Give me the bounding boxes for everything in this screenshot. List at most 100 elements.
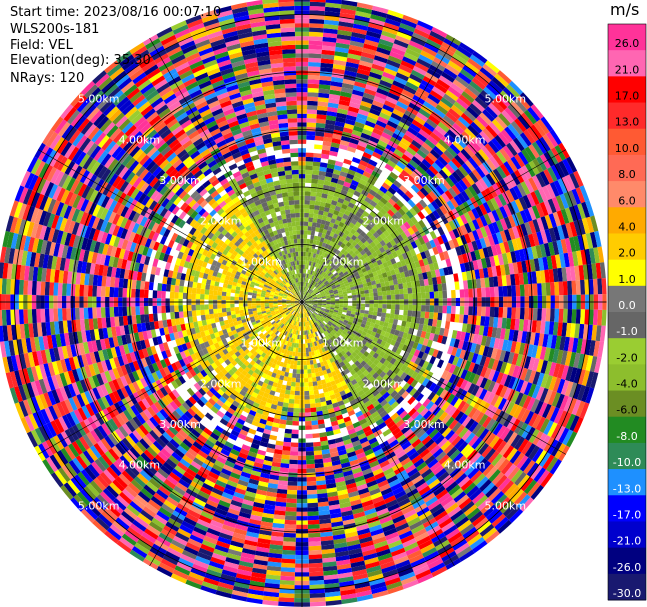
ppi-gate xyxy=(384,18,401,27)
ppi-gate xyxy=(304,204,310,209)
ppi-gate xyxy=(541,282,547,296)
ppi-gate xyxy=(322,41,337,47)
ppi-gate xyxy=(326,111,338,117)
ppi-gate xyxy=(361,221,369,228)
ppi-gate xyxy=(369,71,383,80)
ppi-gate xyxy=(404,270,410,278)
ppi-gate xyxy=(373,275,380,281)
ppi-gate xyxy=(414,238,422,247)
ppi-gate xyxy=(441,71,456,83)
ppi-gate xyxy=(459,306,465,315)
ppi-gate xyxy=(342,288,347,293)
ppi-gate xyxy=(307,96,319,102)
ppi-gate xyxy=(330,177,339,184)
ppi-gate xyxy=(544,214,553,229)
ppi-gate xyxy=(356,303,361,307)
ppi-gate xyxy=(309,200,316,206)
ppi-gate xyxy=(504,107,518,121)
ppi-gate xyxy=(340,253,346,260)
ppi-gate xyxy=(294,390,300,396)
ppi-gate xyxy=(303,234,308,239)
ppi-gate xyxy=(353,215,360,222)
ppi-gate xyxy=(496,93,511,108)
ppi-gate xyxy=(428,263,435,272)
ppi-gate xyxy=(408,293,413,300)
ppi-gate xyxy=(321,242,327,248)
ppi-gate xyxy=(440,275,446,284)
ppi-gate xyxy=(432,188,442,198)
ppi-gate xyxy=(561,176,572,192)
ppi-gate xyxy=(588,248,596,264)
ppi-gate xyxy=(361,267,367,273)
ppi-gate xyxy=(452,228,460,239)
ppi-gate xyxy=(381,215,389,223)
ppi-gate xyxy=(507,215,517,228)
ppi-gate xyxy=(436,276,442,285)
ppi-gate xyxy=(431,162,442,173)
ppi-gate xyxy=(306,459,315,465)
ppi-gate xyxy=(368,288,374,294)
ppi-gate xyxy=(485,124,498,138)
ppi-gate xyxy=(457,72,472,85)
ppi-gate xyxy=(489,155,500,169)
ppi-gate xyxy=(308,57,322,63)
ppi-gate xyxy=(395,249,402,257)
ppi-gate xyxy=(332,223,339,230)
ppi-gate xyxy=(307,92,319,98)
ppi-gate xyxy=(511,307,517,319)
ppi-gate xyxy=(556,210,566,226)
ppi-gate xyxy=(401,205,410,214)
ppi-gate xyxy=(312,165,320,171)
ppi-gate xyxy=(471,77,486,90)
ppi-gate xyxy=(343,298,348,301)
ppi-gate xyxy=(314,144,323,150)
ppi-gate xyxy=(303,295,305,300)
ppi-gate xyxy=(359,287,365,292)
ppi-gate xyxy=(569,221,578,237)
ppi-gate xyxy=(327,287,333,291)
ppi-gate xyxy=(455,137,467,149)
ppi-gate xyxy=(398,314,404,321)
ppi-gate xyxy=(370,67,384,76)
ppi-gate xyxy=(308,298,313,300)
ppi-gate xyxy=(478,148,489,162)
ppi-gate xyxy=(314,288,318,293)
ppi-gate xyxy=(286,498,297,504)
ppi-gate xyxy=(483,225,492,237)
ppi-gate xyxy=(383,67,398,77)
ppi-gate xyxy=(517,151,529,166)
ppi-gate xyxy=(327,159,336,165)
ppi-gate xyxy=(317,214,323,220)
ppi-gate xyxy=(314,135,324,141)
ppi-ray xyxy=(302,0,342,300)
ppi-gate xyxy=(283,528,297,534)
ppi-gate xyxy=(339,298,344,301)
ppi-gate xyxy=(303,260,306,265)
ppi-gate xyxy=(287,481,298,486)
ppi-gate xyxy=(383,237,390,245)
ppi-gate xyxy=(397,68,411,78)
ppi-gate xyxy=(428,165,439,176)
ppi-gate xyxy=(429,149,441,160)
ppi-gate xyxy=(369,263,375,270)
ppi-gate xyxy=(307,70,321,76)
ppi-gate xyxy=(472,219,480,230)
ppi-gate xyxy=(351,305,357,310)
ppi-gate xyxy=(332,287,338,291)
ppi-gate xyxy=(391,251,398,259)
ppi-gate xyxy=(290,386,296,391)
ppi-gate xyxy=(398,64,413,74)
ppi-gate xyxy=(370,280,377,286)
ppi-gate xyxy=(306,292,309,297)
ppi-gate xyxy=(378,295,383,300)
ppi-gate xyxy=(442,305,448,314)
ppi-gate xyxy=(322,228,328,235)
ppi-gate xyxy=(496,166,507,179)
ppi-gate xyxy=(479,215,488,227)
ppi-gate xyxy=(313,298,318,300)
ppi-gate xyxy=(551,196,561,212)
ppi-gate xyxy=(395,35,411,45)
ppi-gate xyxy=(373,214,382,222)
ppi-gate xyxy=(340,248,346,254)
ppi-gate xyxy=(345,266,351,272)
